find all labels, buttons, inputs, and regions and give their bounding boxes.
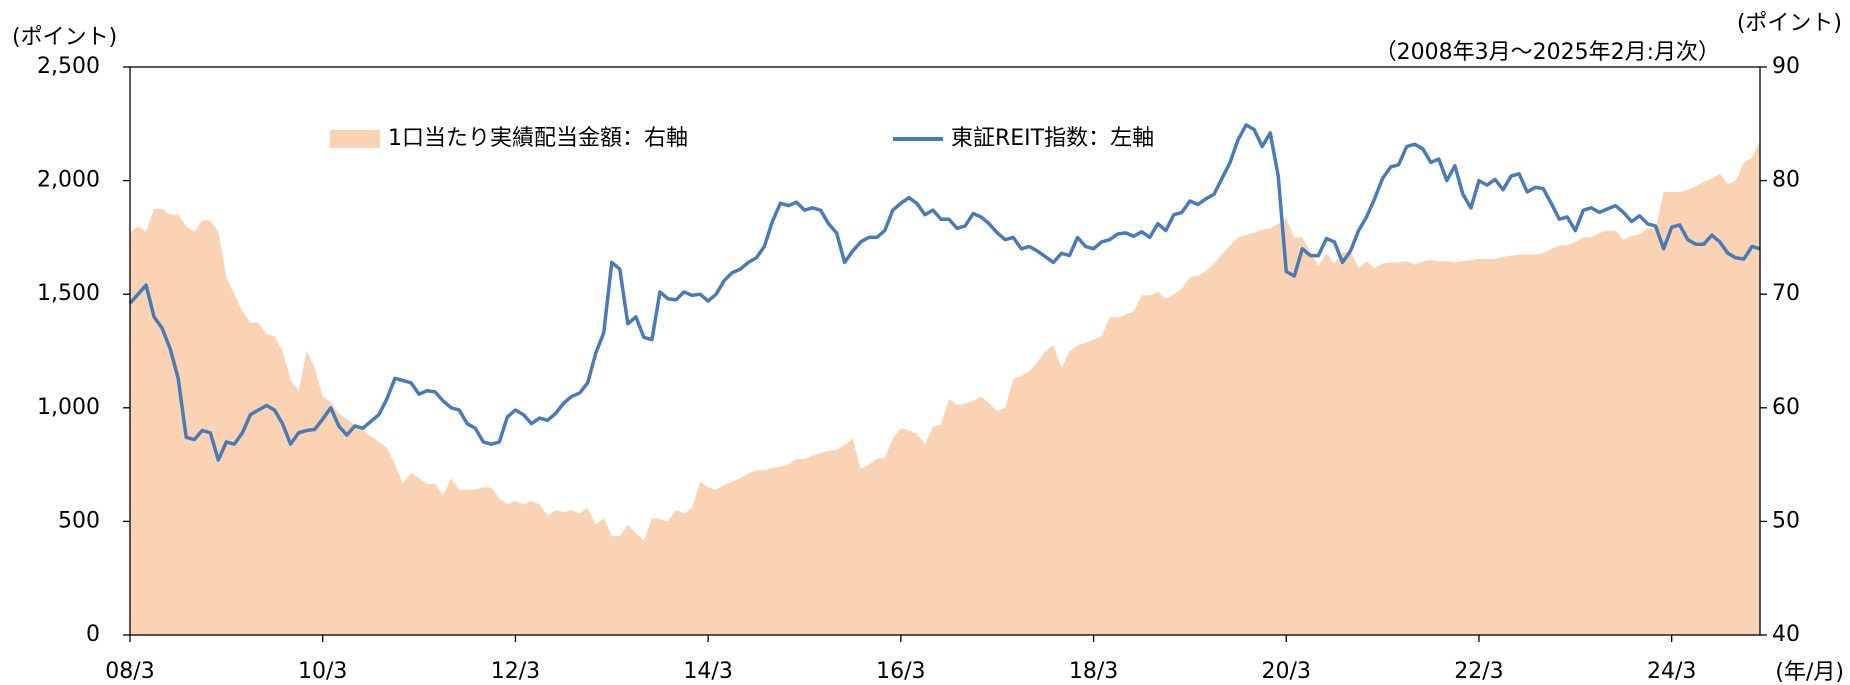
legend-label: 1口当たり実績配当金額：右軸 — [388, 126, 688, 151]
x-tick-label: 20/3 — [1262, 659, 1311, 684]
y-tick-label: 500 — [58, 508, 100, 533]
y2-axis-label: (ポイント) — [1737, 11, 1842, 36]
x-tick-label: 22/3 — [1454, 659, 1503, 684]
plot-frame — [129, 66, 1761, 636]
y2-tick-label: 70 — [1772, 281, 1800, 306]
y-tick-label: 0 — [86, 622, 100, 647]
y2-tick-label: 40 — [1772, 622, 1800, 647]
x-axis-label: (年/月) — [1775, 660, 1844, 685]
x-tick-label: 16/3 — [876, 659, 925, 684]
y-tick-label: 1,000 — [37, 395, 100, 420]
y2-tick-label: 90 — [1772, 54, 1800, 79]
y-axis-label: (ポイント) — [12, 25, 117, 50]
x-tick-label: 14/3 — [683, 659, 732, 684]
y2-tick-label: 60 — [1772, 395, 1800, 420]
y-tick-label: 2,500 — [37, 54, 100, 79]
x-tick-label: 10/3 — [298, 659, 347, 684]
area — [130, 140, 1760, 635]
x-tick-label: 12/3 — [491, 659, 540, 684]
y-tick-label: 1,500 — [37, 281, 100, 306]
legend-swatch — [330, 130, 380, 148]
y2-tick-label: 50 — [1772, 508, 1800, 533]
chart-subtitle: （2008年3月～2025年2月:月次） — [1375, 40, 1720, 65]
x-tick-label: 08/3 — [105, 659, 154, 684]
x-tick-label: 18/3 — [1069, 659, 1118, 684]
x-tick-label: 24/3 — [1647, 659, 1696, 684]
legend-label: 東証REIT指数：左軸 — [951, 126, 1154, 151]
y-tick-label: 2,000 — [37, 168, 100, 193]
line — [128, 123, 1761, 462]
y2-tick-label: 80 — [1772, 168, 1800, 193]
